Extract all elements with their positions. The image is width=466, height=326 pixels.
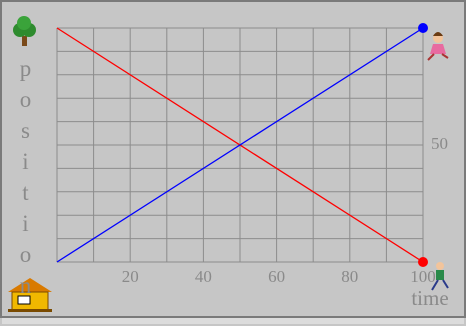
position-marker (418, 23, 428, 33)
x-tick-label: 100 (410, 267, 436, 286)
frame (1, 1, 465, 317)
x-tick-label: 80 (341, 267, 358, 286)
x-tick-label: 20 (122, 267, 139, 286)
chart: time 20 40 60 80 100 50 (0, 0, 466, 326)
x-axis-label: time (411, 286, 448, 310)
y-axis-label: position (14, 56, 37, 304)
status-strip (2, 318, 464, 324)
app-window: time 20 40 60 80 100 50 position (0, 0, 466, 326)
position-marker (418, 257, 428, 267)
x-tick-label: 40 (195, 267, 212, 286)
y-tick-label: 50 (431, 134, 448, 153)
x-tick-label: 60 (268, 267, 285, 286)
